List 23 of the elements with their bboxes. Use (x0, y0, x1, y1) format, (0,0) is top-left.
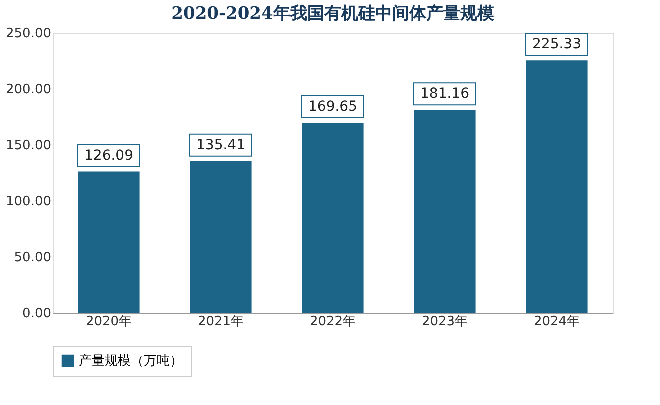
data-label: 181.16 (420, 86, 470, 102)
y-tick-label: 0.00 (22, 306, 52, 322)
y-tick-label: 200.00 (6, 82, 52, 98)
y-tick-label: 50.00 (14, 250, 52, 266)
x-tick-label: 2021年 (198, 314, 244, 330)
bar (302, 122, 364, 313)
legend-label: 产量规模（万吨） (79, 354, 183, 369)
x-tick-label: 2020年 (86, 314, 132, 330)
bar (526, 60, 588, 313)
chart-title: 2020-2024年我国有机硅中间体产量规模 (172, 4, 494, 24)
x-tick-label: 2023年 (422, 314, 468, 330)
data-label: 135.41 (196, 137, 246, 154)
bar (414, 110, 476, 313)
data-label: 169.65 (308, 98, 358, 115)
bar (190, 161, 252, 313)
y-tick-label: 100.00 (6, 194, 52, 210)
bar (78, 172, 140, 313)
data-label: 126.09 (84, 148, 134, 164)
x-tick-label: 2024年 (534, 314, 580, 330)
x-tick-label: 2022年 (310, 314, 356, 330)
data-label: 225.33 (532, 36, 582, 53)
y-tick-label: 150.00 (6, 138, 52, 154)
y-tick-label: 250.00 (6, 26, 52, 42)
